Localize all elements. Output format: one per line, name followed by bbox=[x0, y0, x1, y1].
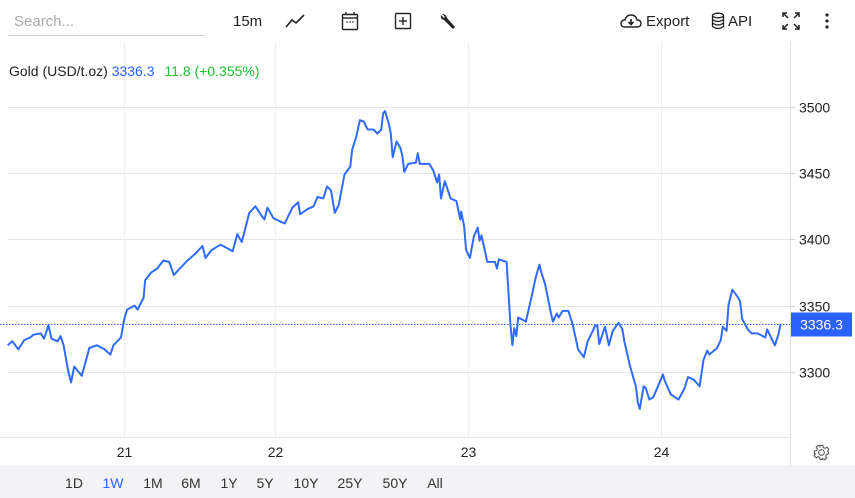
last-price: 3336.3 bbox=[111, 63, 155, 79]
export-label: Export bbox=[646, 12, 690, 30]
range-button-1d[interactable]: 1D bbox=[65, 475, 83, 491]
chart-legend: Gold (USD/t.oz) 3336.3 11.8 (+0.355%) bbox=[9, 63, 260, 79]
last-price-label: 3336.3 bbox=[791, 312, 852, 337]
api-button[interactable]: API bbox=[711, 9, 752, 33]
range-button-all[interactable]: All bbox=[427, 475, 443, 491]
range-selector-bar: 1D 1W 1M 6M 1Y 5Y 10Y 25Y 50Y All bbox=[0, 465, 855, 498]
y-tick-label: 3400 bbox=[799, 232, 830, 248]
fullscreen-icon bbox=[782, 12, 800, 30]
date-range-button[interactable] bbox=[341, 9, 359, 33]
price-series-line bbox=[7, 110, 782, 410]
range-button-1w[interactable]: 1W bbox=[102, 475, 124, 491]
database-icon bbox=[711, 12, 725, 30]
interval-button[interactable]: 15m bbox=[233, 9, 262, 33]
add-indicator-icon bbox=[394, 12, 412, 30]
price-chart[interactable]: 3300 3350 3400 3450 3500 21 22 23 24 3336.3 bbox=[0, 0, 855, 465]
export-button[interactable]: Export bbox=[620, 9, 689, 33]
last-price-box bbox=[791, 312, 852, 337]
y-tick-label: 3450 bbox=[799, 166, 830, 182]
last-price-text: 3336.3 bbox=[800, 317, 843, 333]
range-button-10y[interactable]: 10Y bbox=[293, 475, 319, 491]
range-button-6m[interactable]: 6M bbox=[181, 475, 201, 491]
time-axis: 21 22 23 24 bbox=[117, 444, 670, 460]
price-change: 11.8 (+0.355%) bbox=[164, 63, 260, 79]
x-tick-label: 22 bbox=[268, 444, 284, 460]
y-tick-label: 3300 bbox=[799, 365, 830, 381]
tools-button[interactable] bbox=[439, 9, 457, 33]
api-label: API bbox=[728, 12, 753, 30]
x-tick-label: 24 bbox=[654, 444, 670, 460]
add-indicator-button[interactable] bbox=[394, 9, 412, 33]
calendar-icon bbox=[341, 12, 359, 31]
x-tick-label: 21 bbox=[117, 444, 133, 460]
line-chart-icon bbox=[285, 14, 305, 28]
fullscreen-button[interactable] bbox=[782, 9, 800, 33]
y-tick-label: 3350 bbox=[799, 299, 830, 315]
chart-type-button[interactable] bbox=[285, 9, 305, 33]
grid bbox=[8, 42, 790, 437]
symbol-name: Gold (USD/t.oz) bbox=[9, 63, 108, 79]
y-tick-label: 3500 bbox=[799, 100, 830, 116]
more-vert-icon bbox=[825, 13, 829, 29]
wrench-icon bbox=[440, 14, 455, 29]
more-menu-button[interactable] bbox=[824, 9, 830, 33]
range-button-25y[interactable]: 25Y bbox=[337, 475, 363, 491]
range-button-1m[interactable]: 1M bbox=[143, 475, 163, 491]
price-axis: 3300 3350 3400 3450 3500 bbox=[790, 100, 830, 381]
cloud-download-icon bbox=[620, 14, 642, 28]
range-button-1y[interactable]: 1Y bbox=[220, 475, 238, 491]
settings-gear-icon bbox=[813, 444, 830, 461]
range-button-5y[interactable]: 5Y bbox=[256, 475, 274, 491]
range-button-50y[interactable]: 50Y bbox=[382, 475, 408, 491]
x-tick-label: 23 bbox=[461, 444, 477, 460]
interval-label: 15m bbox=[233, 12, 263, 30]
chart-settings-button[interactable] bbox=[813, 444, 830, 466]
search-input[interactable] bbox=[8, 8, 205, 36]
